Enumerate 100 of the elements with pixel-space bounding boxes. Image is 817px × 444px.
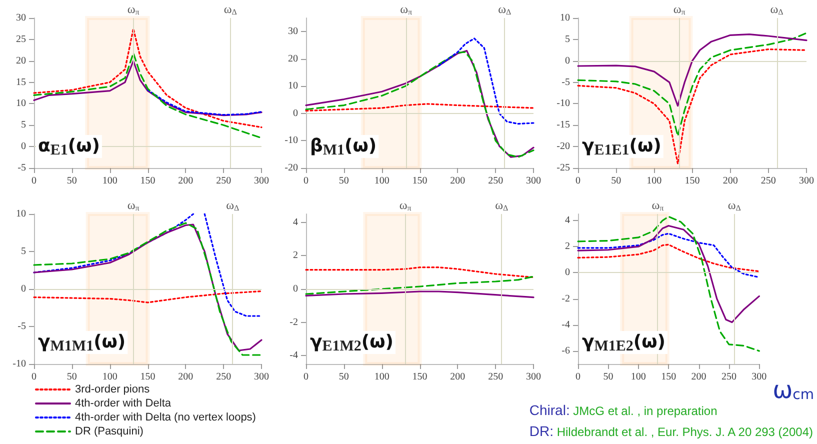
line-series: [577, 33, 808, 107]
x-tick-label: 200: [691, 372, 706, 382]
line-series: [577, 224, 760, 324]
line-series: [305, 276, 534, 295]
x-tick-label: 150: [412, 372, 428, 382]
y-tick-label: 0: [21, 284, 26, 294]
line-series: [305, 103, 534, 112]
x-tick-label: 100: [630, 372, 646, 382]
line-series: [577, 48, 808, 165]
legend-label: DR (Pasquini): [75, 426, 144, 438]
x-tick-label: 100: [374, 176, 390, 186]
y-tick-label: -10: [556, 98, 570, 110]
line-series: [577, 32, 808, 137]
x-tick-label: 50: [338, 372, 349, 382]
x-axis-title: ωcm: [772, 376, 814, 404]
y-tick-label: -15: [556, 120, 570, 131]
line-series: [33, 60, 262, 116]
x-tick-label: 200: [178, 176, 194, 186]
text: DR: Hildebrandt et al. , Eur. Phys. J. A 20 293 (2004): [529, 422, 813, 441]
line-series: [438, 38, 534, 125]
y-tick-label: 0: [21, 141, 26, 152]
legend-label: 4th-order with Delta (no vertex loops): [75, 412, 256, 424]
y-tick-label: 2: [565, 241, 570, 252]
y-tick-label: -5: [18, 162, 26, 174]
x-tick-label: 0: [576, 176, 580, 186]
text: Chiral: JMcG et al. , in preparation: [529, 402, 718, 418]
x-tick-label: 0: [32, 372, 36, 382]
y-tick-label: 30: [288, 26, 298, 38]
y-tick-label: 30: [16, 12, 26, 24]
x-tick-label: 300: [526, 176, 541, 186]
y-tick-label: 5: [565, 34, 570, 45]
legend-label: 3rd-order pions: [75, 384, 150, 396]
y-tick-label: -5: [18, 321, 26, 332]
line-series: [577, 216, 760, 352]
line-series: [577, 232, 760, 278]
x-tick-label: 200: [178, 372, 194, 382]
x-tick-label: 0: [304, 372, 308, 382]
x-tick-label: 0: [576, 372, 580, 382]
y-tick-label: -4: [290, 350, 298, 362]
x-tick-label: 250: [721, 372, 736, 382]
y-tick-label: -5: [562, 76, 570, 88]
x-tick-label: 250: [216, 372, 232, 382]
y-tick-label: 10: [16, 208, 26, 220]
x-tick-label: 300: [752, 372, 767, 382]
x-tick-label: 50: [611, 176, 622, 186]
y-tick-label: 0: [565, 267, 570, 278]
y-tick-label: -6: [562, 345, 570, 356]
x-tick-label: 100: [374, 372, 390, 382]
y-tick-label: 20: [16, 55, 26, 66]
y-tick-label: -4: [562, 319, 570, 330]
y-tick-label: 20: [288, 53, 298, 64]
y-tick-label: 10: [16, 98, 26, 110]
y-tick-label: -25: [556, 162, 570, 174]
x-tick-label: 50: [603, 372, 614, 382]
x-tick-label: 200: [450, 176, 466, 186]
x-tick-label: 250: [216, 176, 232, 186]
x-tick-label: 150: [684, 176, 700, 186]
x-tick-label: 300: [254, 176, 269, 186]
y-tick-label: 0: [565, 55, 570, 66]
x-tick-label: 150: [661, 372, 676, 382]
x-tick-label: 150: [140, 372, 156, 382]
x-tick-label: 0: [32, 176, 36, 186]
y-tick-label: -2: [290, 316, 298, 328]
x-tick-label: 150: [140, 176, 156, 186]
y-tick-label: -20: [556, 141, 570, 152]
y-tick-label: 15: [16, 76, 26, 88]
y-tick-label: 2: [293, 250, 298, 262]
y-tick-label: 4: [565, 215, 570, 226]
x-tick-label: 0: [304, 176, 308, 186]
y-tick-label: 0: [293, 108, 298, 119]
y-tick-label: 10: [560, 12, 570, 24]
y-tick-label: 5: [21, 246, 26, 257]
line-series: [33, 52, 262, 139]
y-tick-label: 0: [293, 284, 298, 294]
x-tick-label: 50: [338, 176, 349, 186]
x-tick-label: 250: [488, 176, 504, 186]
x-tick-label: 50: [66, 176, 77, 186]
x-tick-label: 300: [799, 176, 814, 186]
y-tick-label: 4: [293, 216, 298, 228]
line-series: [33, 290, 262, 304]
line-series: [577, 244, 760, 272]
line-series: [33, 28, 262, 128]
x-tick-label: 100: [102, 176, 118, 186]
line-series: [305, 266, 534, 278]
line-series: [146, 89, 262, 116]
x-tick-label: 150: [412, 176, 428, 186]
y-tick-label: 5: [21, 120, 26, 131]
y-tick-label: -20: [284, 162, 298, 174]
y-tick-label: -10: [284, 135, 298, 146]
x-tick-label: 50: [66, 372, 77, 382]
x-tick-label: 300: [526, 372, 541, 382]
legend-label: 4th-order with Delta: [75, 398, 172, 410]
y-tick-label: 10: [288, 80, 298, 92]
x-tick-label: 200: [450, 372, 466, 382]
y-tick-label: -2: [562, 293, 570, 304]
y-tick-label: -10: [12, 358, 26, 370]
x-tick-label: 100: [102, 372, 118, 382]
x-tick-label: 100: [646, 176, 662, 186]
x-tick-label: 200: [722, 176, 738, 186]
x-tick-label: 250: [760, 176, 776, 186]
